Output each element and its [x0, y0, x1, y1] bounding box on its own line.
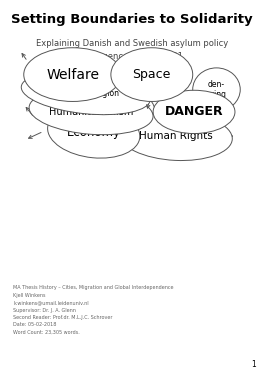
Text: Welfare: Welfare — [46, 68, 99, 82]
Text: Culture   Religion: Culture Religion — [53, 89, 119, 98]
Text: Explaining Danish and Swedish asylum policy
divergences, 1989-2001: Explaining Danish and Swedish asylum pol… — [36, 39, 228, 61]
Text: Human Rights: Human Rights — [139, 131, 213, 141]
Ellipse shape — [111, 48, 193, 101]
Text: 1: 1 — [251, 360, 256, 369]
Ellipse shape — [21, 72, 150, 115]
Ellipse shape — [48, 107, 140, 158]
Text: Economy: Economy — [67, 126, 121, 139]
Ellipse shape — [122, 95, 155, 129]
Text: Setting Boundaries to Solidarity: Setting Boundaries to Solidarity — [11, 13, 253, 26]
Text: aria: aria — [131, 107, 146, 116]
Text: MA Thesis History – Cities, Migration and Global Interdependence
Kjell Winkens
k: MA Thesis History – Cities, Migration an… — [13, 285, 174, 335]
Text: den-
aring: den- aring — [206, 80, 227, 99]
Ellipse shape — [24, 48, 121, 101]
Ellipse shape — [119, 112, 232, 160]
Text: Humanitarianism: Humanitarianism — [49, 107, 133, 117]
Text: DANGER: DANGER — [165, 106, 223, 118]
Text: Space: Space — [133, 68, 171, 81]
Ellipse shape — [153, 90, 235, 134]
Ellipse shape — [29, 89, 153, 135]
Ellipse shape — [193, 68, 240, 111]
